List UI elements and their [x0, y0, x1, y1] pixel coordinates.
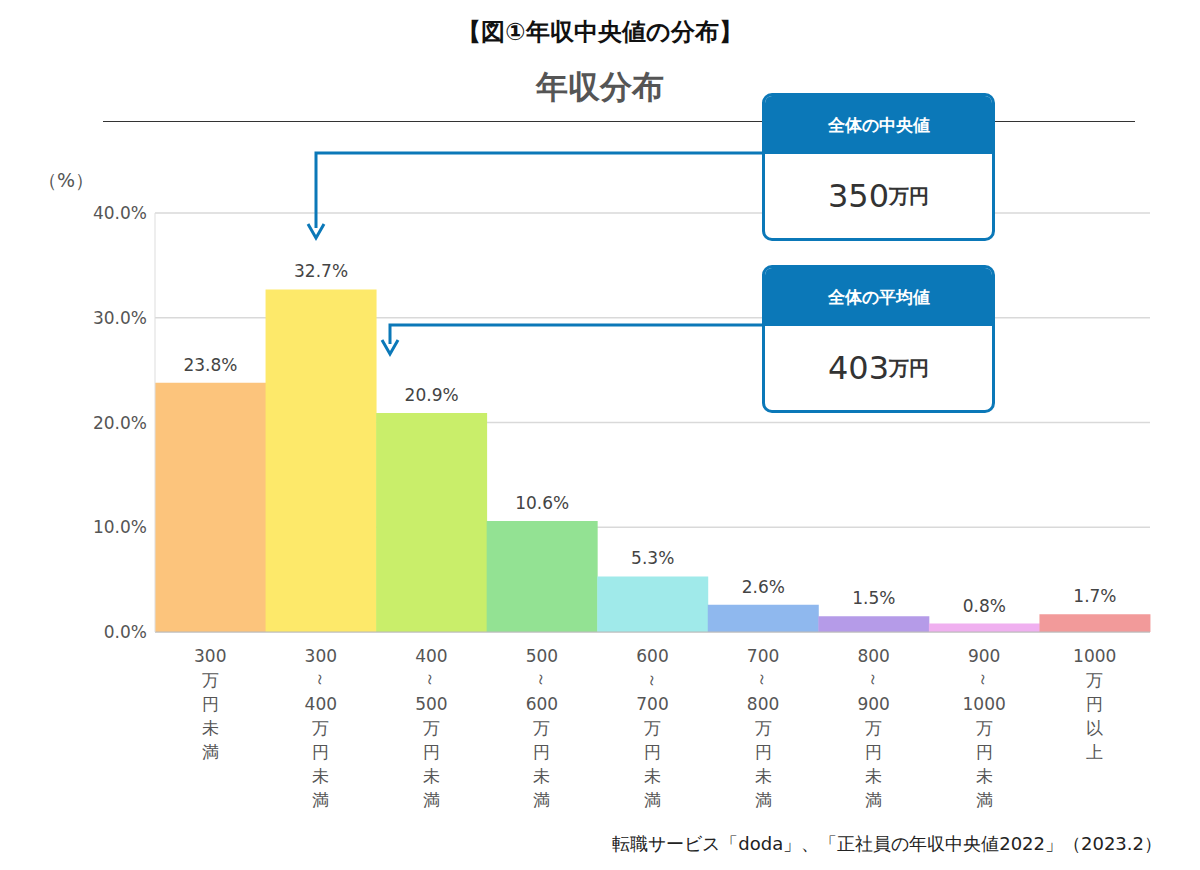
svg-text:1.5%: 1.5%	[852, 588, 895, 608]
svg-text:未: 未	[423, 766, 440, 786]
svg-text:円: 円	[755, 742, 772, 762]
svg-text:満: 満	[644, 790, 661, 810]
svg-text:23.8%: 23.8%	[183, 355, 237, 375]
html-text:350万円: 350万円	[828, 177, 929, 215]
svg-text:以: 以	[1086, 718, 1103, 738]
svg-text:500: 500	[526, 646, 558, 666]
svg-text:～: ～	[643, 672, 663, 689]
svg-text:満: 満	[423, 790, 440, 810]
svg-text:800: 800	[747, 694, 779, 714]
svg-text:円: 円	[865, 742, 882, 762]
svg-text:0.0%: 0.0%	[104, 622, 147, 642]
svg-text:満: 満	[976, 790, 993, 810]
svg-text:満: 満	[865, 790, 882, 810]
svg-text:10.0%: 10.0%	[93, 517, 147, 537]
svg-text:700: 700	[747, 646, 779, 666]
svg-text:万: 万	[644, 718, 661, 738]
svg-text:万: 万	[755, 718, 772, 738]
html-text:転職サービス「doda」、「正社員の年収中央値2022」（2: 転職サービス「doda」、「正社員の年収中央値2022」（2023.2）	[612, 833, 1162, 854]
svg-text:万: 万	[423, 718, 440, 738]
svg-text:900: 900	[968, 646, 1000, 666]
svg-text:万: 万	[312, 718, 329, 738]
html-text:全体の中央値: 全体の中央値	[827, 114, 930, 135]
svg-text:未: 未	[644, 766, 661, 786]
svg-text:400: 400	[305, 694, 337, 714]
svg-text:1000: 1000	[1073, 646, 1116, 666]
svg-text:5.3%: 5.3%	[631, 548, 674, 568]
html-text:全体の平均値: 全体の平均値	[827, 286, 930, 307]
svg-text:0.8%: 0.8%	[963, 596, 1006, 616]
svg-text:円: 円	[423, 742, 440, 762]
svg-text:円: 円	[976, 742, 993, 762]
svg-text:～: ～	[974, 672, 994, 689]
svg-text:～: ～	[311, 672, 331, 689]
svg-text:未: 未	[865, 766, 882, 786]
html-text:年収分布: 年収分布	[536, 68, 664, 106]
svg-text:満: 満	[533, 790, 550, 810]
svg-text:30.0%: 30.0%	[93, 308, 147, 328]
svg-text:300: 300	[305, 646, 337, 666]
svg-text:20.9%: 20.9%	[405, 385, 459, 405]
svg-text:万: 万	[533, 718, 550, 738]
svg-text:32.7%: 32.7%	[294, 261, 348, 281]
svg-text:未: 未	[533, 766, 550, 786]
svg-text:900: 900	[857, 694, 889, 714]
svg-text:満: 満	[312, 790, 329, 810]
svg-text:400: 400	[415, 646, 447, 666]
svg-text:万: 万	[976, 718, 993, 738]
svg-text:満: 満	[755, 790, 772, 810]
svg-text:～: ～	[532, 672, 552, 689]
svg-text:上: 上	[1086, 742, 1103, 762]
svg-text:万: 万	[865, 718, 882, 738]
svg-text:500: 500	[415, 694, 447, 714]
svg-text:万: 万	[202, 670, 219, 690]
svg-text:1.7%: 1.7%	[1073, 586, 1116, 606]
svg-text:万: 万	[1086, 670, 1103, 690]
svg-text:700: 700	[636, 694, 668, 714]
svg-text:～: ～	[753, 672, 773, 689]
svg-text:円: 円	[312, 742, 329, 762]
svg-text:円: 円	[533, 742, 550, 762]
svg-text:300: 300	[194, 646, 226, 666]
svg-text:800: 800	[857, 646, 889, 666]
svg-text:40.0%: 40.0%	[93, 203, 147, 223]
svg-text:円: 円	[202, 694, 219, 714]
html-text:403万円: 403万円	[828, 349, 929, 387]
svg-text:600: 600	[526, 694, 558, 714]
svg-text:600: 600	[636, 646, 668, 666]
svg-text:10.6%: 10.6%	[515, 493, 569, 513]
svg-text:～: ～	[421, 672, 441, 689]
svg-text:未: 未	[976, 766, 993, 786]
svg-text:未: 未	[202, 718, 219, 738]
svg-text:～: ～	[864, 672, 884, 689]
svg-text:円: 円	[1086, 694, 1103, 714]
svg-text:未: 未	[312, 766, 329, 786]
svg-text:1000: 1000	[963, 694, 1006, 714]
svg-text:20.0%: 20.0%	[93, 413, 147, 433]
svg-text:円: 円	[644, 742, 661, 762]
svg-text:未: 未	[755, 766, 772, 786]
svg-text:満: 満	[202, 742, 219, 762]
svg-text:2.6%: 2.6%	[742, 577, 785, 597]
html-text:【図①年収中央値の分布】: 【図①年収中央値の分布】	[457, 18, 743, 46]
